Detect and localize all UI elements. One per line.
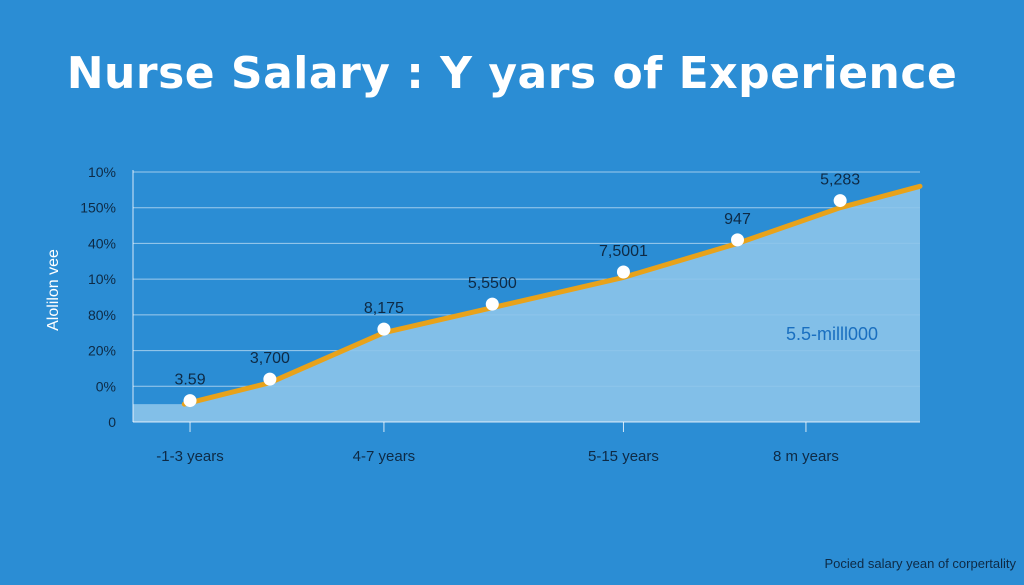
- chart-title: Nurse Salary : Y yars of Experience: [66, 48, 958, 99]
- axes: [132, 170, 920, 423]
- data-label: 3,700: [250, 350, 290, 367]
- data-point: [183, 394, 197, 408]
- data-label: 5,283: [820, 172, 860, 189]
- data-label: 8,175: [364, 300, 404, 317]
- y-tick-labels: 10% 150% 40% 10% 80% 20% 0% 0: [80, 164, 116, 430]
- x-tick-label: 5-15 years: [588, 448, 659, 465]
- data-label: 5,5500: [468, 275, 517, 292]
- x-tick-label: -1-3 years: [156, 448, 224, 465]
- data-label: 947: [724, 211, 751, 228]
- area-fill: [133, 186, 920, 422]
- data-point: [616, 265, 630, 279]
- y-tick-label: 0%: [96, 378, 116, 394]
- y-tick-label: 80%: [88, 307, 116, 323]
- data-label: 7,5001: [599, 243, 648, 260]
- data-points: [183, 194, 847, 408]
- x-tick-labels: -1-3 years 4-7 years 5-15 years 8 m years: [156, 422, 839, 465]
- x-tick-label: 4-7 years: [353, 448, 416, 465]
- data-labels: 3.59 3,700 8,175 5,5500 7,5001 947 5,283: [174, 172, 860, 389]
- y-tick-label: 20%: [88, 343, 116, 359]
- y-tick-label: 40%: [88, 235, 116, 251]
- y-axis-label: Alolilon vee: [45, 249, 62, 331]
- data-point: [263, 372, 277, 386]
- footnote: Pocied salary yean of corpertality: [824, 556, 1016, 571]
- y-tick-label: 10%: [88, 164, 116, 180]
- data-label: 3.59: [174, 372, 205, 389]
- data-point: [731, 233, 745, 247]
- y-tick-label: 150%: [80, 200, 116, 216]
- annotation-label: 5.5-milll000: [786, 324, 878, 344]
- y-tick-label: 0: [108, 414, 116, 430]
- data-point: [485, 297, 499, 311]
- x-tick-label: 8 m years: [773, 448, 839, 465]
- salary-trend-line: [181, 183, 923, 407]
- data-point: [833, 194, 847, 208]
- data-point: [377, 322, 391, 336]
- y-tick-label: 10%: [88, 271, 116, 287]
